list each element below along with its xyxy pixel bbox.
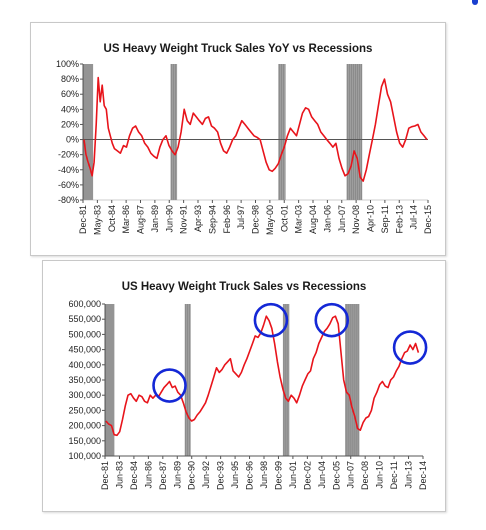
yoy-chart-panel: US Heavy Weight Truck Sales YoY vs Reces… <box>30 22 446 256</box>
sales-x-tick-label: Jun-07 <box>346 461 356 489</box>
yoy-x-tick-label: Dec-15 <box>423 205 433 234</box>
sales-x-tick-label: Jun-89 <box>172 461 182 489</box>
yoy-x-tick-label: May-83 <box>92 205 102 235</box>
yoy-x-tick-label: Oct-84 <box>107 205 117 232</box>
sales-y-tick-label: 200,000 <box>68 421 101 431</box>
sales-x-tick-label: Jun-98 <box>259 461 269 489</box>
sales-x-tick-label: Jun-92 <box>201 461 211 489</box>
sales-y-tick-label: 450,000 <box>68 345 101 355</box>
yoy-y-tick-label: -80% <box>58 195 79 205</box>
sales-y-tick-label: 350,000 <box>68 375 101 385</box>
yoy-y-tick-label: 0% <box>66 135 79 145</box>
sales-x-tick-label: Dec-84 <box>129 461 139 490</box>
yoy-x-tick-label: Aug-04 <box>308 205 318 234</box>
sales-y-tick-label: 550,000 <box>68 314 101 324</box>
sales-highlight-circle <box>152 368 187 403</box>
yoy-x-tick-label: Dec-81 <box>78 205 88 234</box>
yoy-x-tick-label: Sep-94 <box>207 205 217 234</box>
yoy-x-tick-label: Nov-91 <box>179 205 189 234</box>
sales-x-tick-label: Dec-87 <box>158 461 168 490</box>
yoy-x-tick-label: Aug-87 <box>136 205 146 234</box>
sales-y-tick-label: 150,000 <box>68 436 101 446</box>
yoy-x-tick-label: Jun-07 <box>337 205 347 233</box>
sales-chart-title: US Heavy Weight Truck Sales vs Recession… <box>122 281 367 293</box>
sales-x-tick-label: Jun-86 <box>143 461 153 489</box>
yoy-x-tick-label: Jan-06 <box>322 205 332 233</box>
yoy-x-tick-label: Feb-96 <box>222 205 232 234</box>
sales-x-tick-label: Jun-10 <box>375 461 385 489</box>
sales-y-tick-label: 300,000 <box>68 390 101 400</box>
sales-y-tick-label: 500,000 <box>68 329 101 339</box>
sales-chart: US Heavy Weight Truck Sales vs Recession… <box>68 281 428 490</box>
sales-x-tick-label: Dec-08 <box>360 461 370 490</box>
sales-x-tick-label: Jun-83 <box>114 461 124 489</box>
yoy-x-tick-label: Dec-98 <box>251 205 261 234</box>
yoy-x-tick-label: Oct-01 <box>279 205 289 232</box>
yoy-x-tick-label: Jun-90 <box>164 205 174 233</box>
sales-highlight-circle <box>314 302 350 338</box>
yoy-chart-title: US Heavy Weight Truck Sales YoY vs Reces… <box>104 43 373 55</box>
yoy-y-tick-label: -20% <box>58 150 79 160</box>
sales-x-tick-label: Jun-13 <box>404 461 414 489</box>
sales-recession-band <box>105 304 115 456</box>
sales-y-tick-label: 100,000 <box>68 451 101 461</box>
yoy-y-tick-label: 100% <box>56 59 79 69</box>
yoy-chart: US Heavy Weight Truck Sales YoY vs Reces… <box>56 43 433 235</box>
yoy-x-tick-label: Apr-10 <box>366 205 376 232</box>
sales-y-tick-label: 600,000 <box>68 299 101 309</box>
sales-x-tick-label: Dec-02 <box>302 461 312 490</box>
sales-x-tick-label: Dec-93 <box>216 461 226 490</box>
sales-highlight-circle <box>392 330 428 365</box>
yoy-y-tick-label: 80% <box>61 74 79 84</box>
yoy-x-tick-label: Jul-14 <box>409 205 419 230</box>
sales-highlight-circle <box>253 302 289 338</box>
sales-x-tick-label: Dec-14 <box>418 461 428 490</box>
yoy-x-tick-label: May-00 <box>265 205 275 235</box>
yoy-series-line <box>83 76 428 182</box>
yoy-y-tick-label: 40% <box>61 104 79 114</box>
yoy-recession-band <box>278 64 286 200</box>
sales-x-tick-label: Dec-99 <box>273 461 283 490</box>
yoy-x-tick-label: Jan-89 <box>150 205 160 233</box>
yoy-y-tick-label: 20% <box>61 119 79 129</box>
yoy-y-tick-label: -40% <box>58 165 79 175</box>
yoy-x-tick-label: Feb-13 <box>394 205 404 234</box>
sales-x-tick-label: Jun-01 <box>288 461 298 489</box>
sales-recession-band <box>282 304 290 456</box>
sales-x-tick-label: Dec-11 <box>389 461 399 489</box>
yoy-x-tick-label: Jul-97 <box>236 205 246 230</box>
sales-y-tick-label: 400,000 <box>68 360 101 370</box>
yoy-recession-band <box>346 64 363 200</box>
yoy-y-tick-label: -60% <box>58 180 79 190</box>
yoy-x-tick-label: Apr-93 <box>193 205 203 232</box>
sales-y-tick-label: 250,000 <box>68 405 101 415</box>
sales-x-tick-label: Dec-05 <box>331 461 341 490</box>
yoy-x-tick-label: Mar-03 <box>294 205 304 234</box>
yoy-x-tick-label: Mar-86 <box>121 205 131 234</box>
sales-x-tick-label: Dec-96 <box>245 461 255 490</box>
corner-mark <box>472 0 478 5</box>
yoy-x-tick-label: Nov-08 <box>351 205 361 234</box>
yoy-x-tick-label: Sep-11 <box>380 205 390 233</box>
yoy-recession-band <box>170 64 178 200</box>
sales-x-tick-label: Jun-95 <box>230 461 240 489</box>
sales-x-tick-label: Jun-04 <box>317 461 327 489</box>
sales-x-tick-label: Dec-81 <box>100 461 110 490</box>
yoy-y-tick-label: 60% <box>61 89 79 99</box>
sales-chart-panel: US Heavy Weight Truck Sales vs Recession… <box>42 260 446 512</box>
sales-x-tick-label: Dec-90 <box>187 461 197 490</box>
